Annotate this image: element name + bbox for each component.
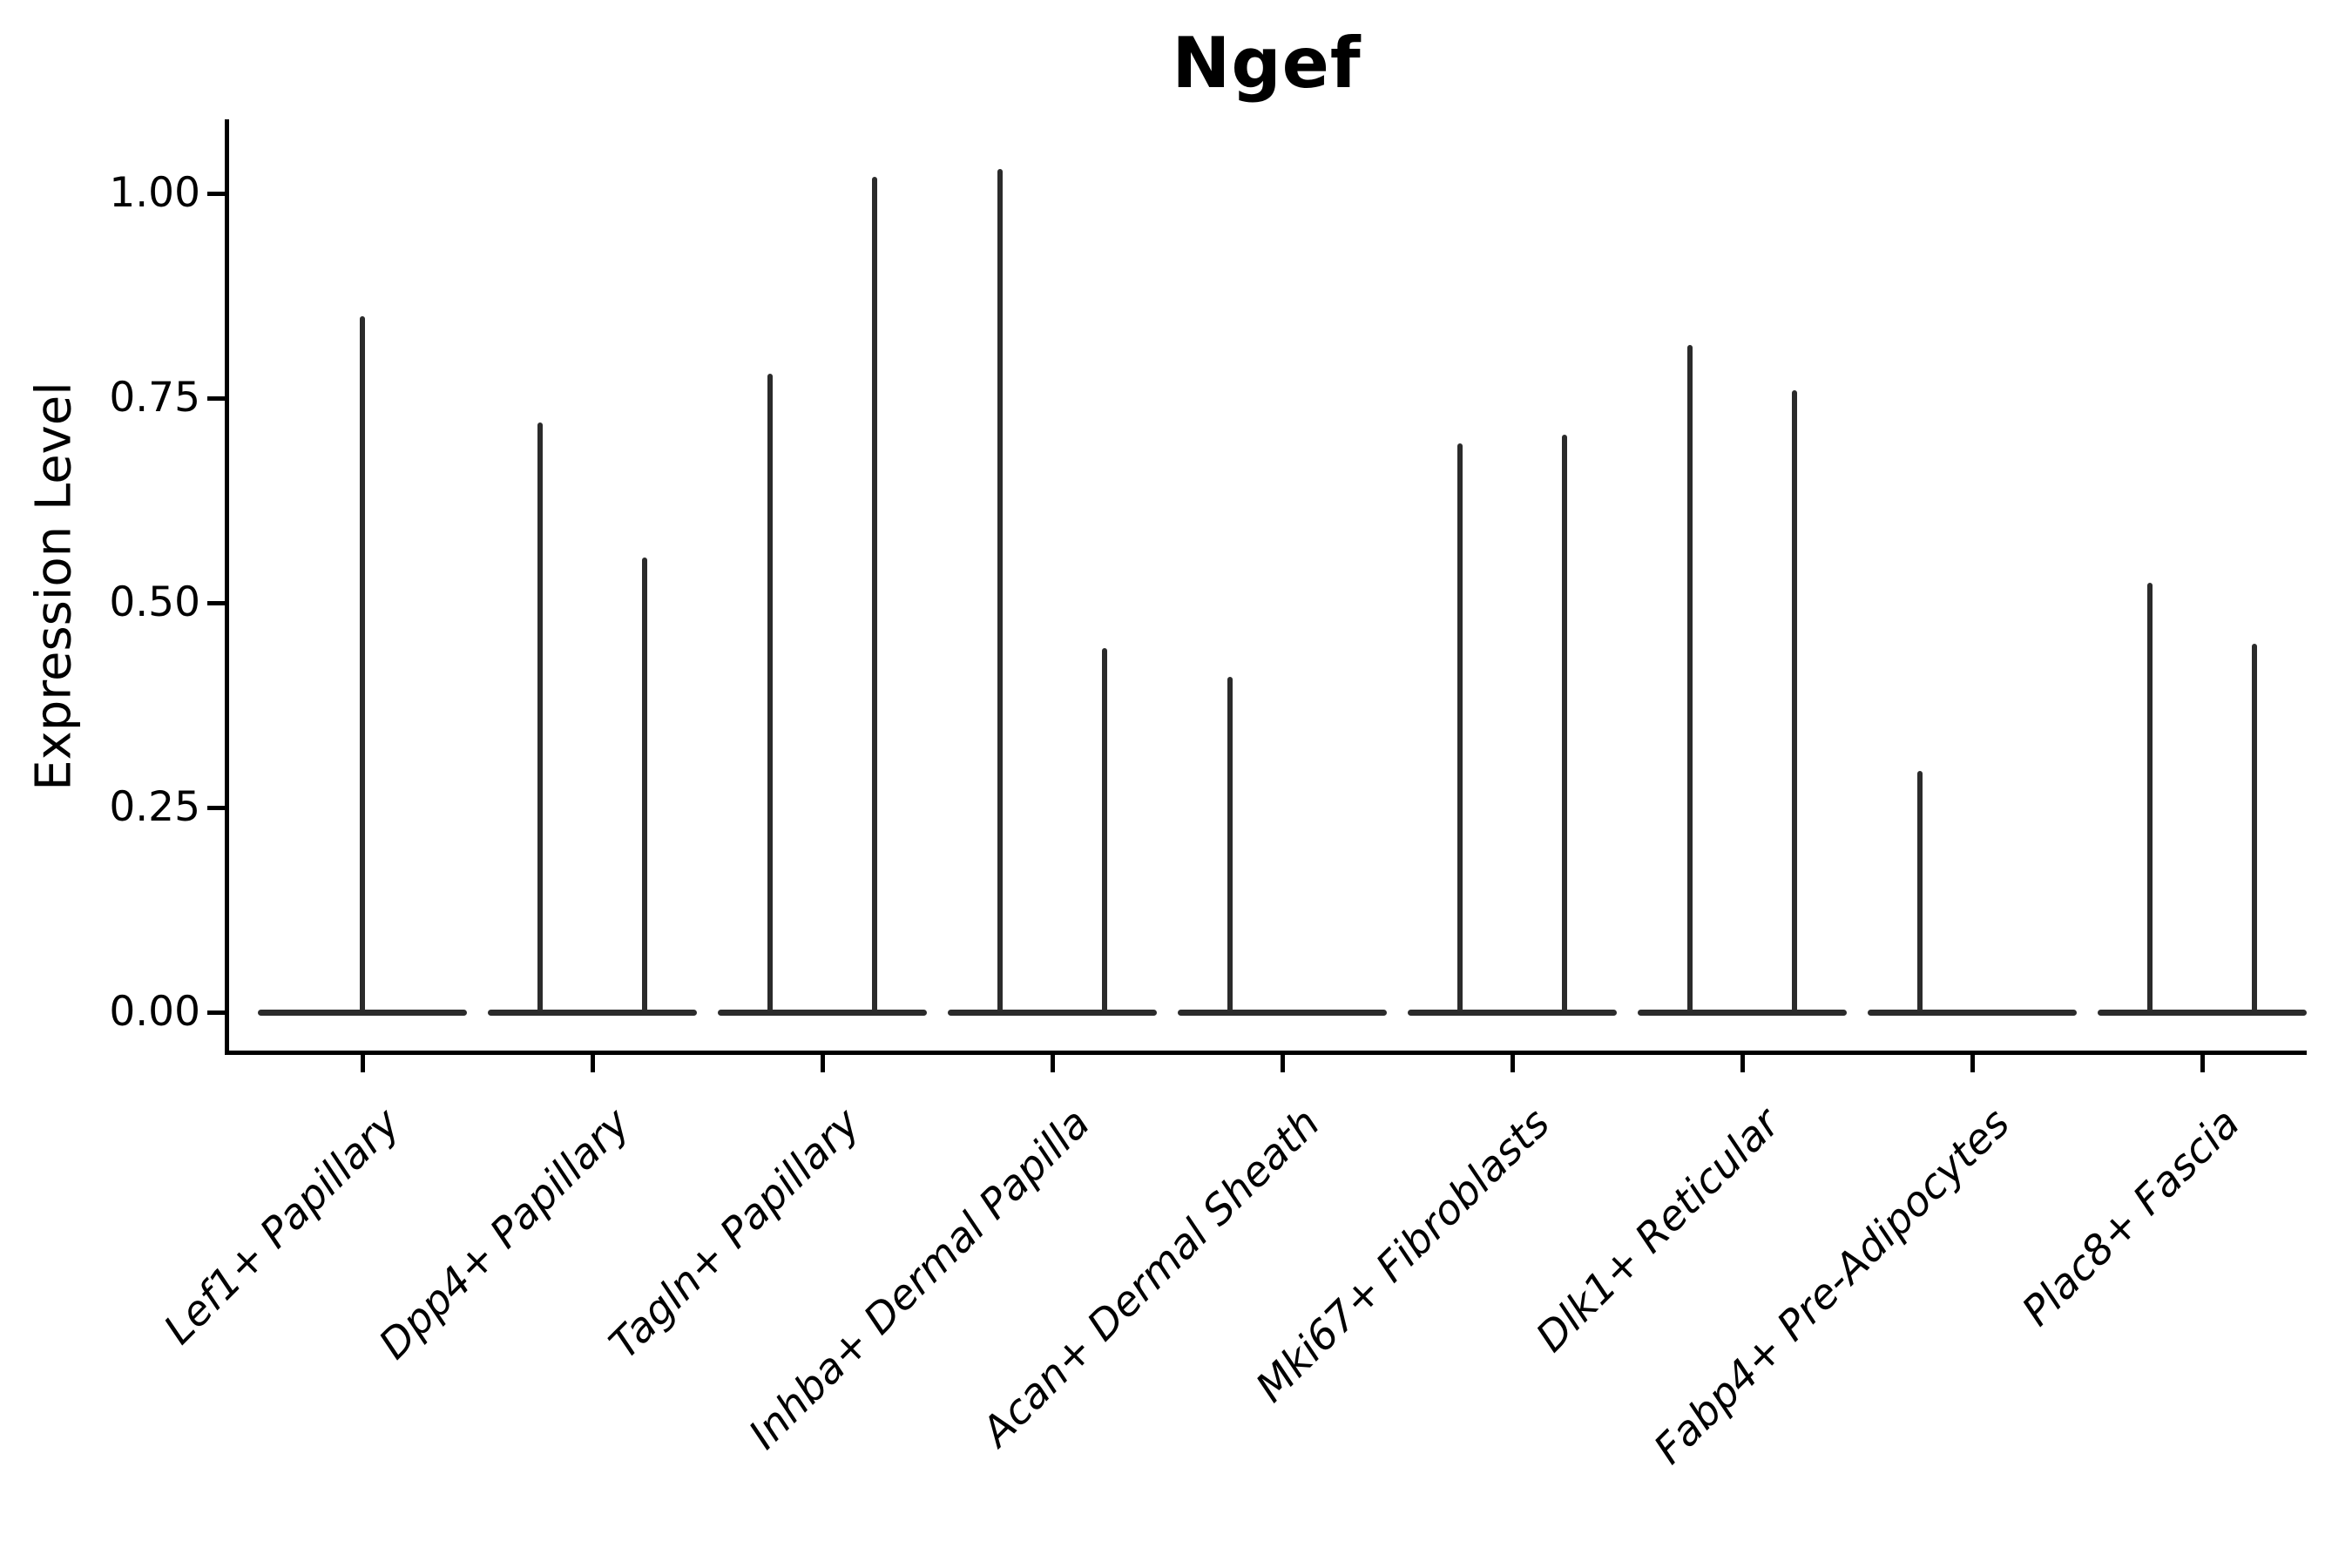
y-tick-label: 0.75 <box>109 374 200 422</box>
y-tick-mark <box>207 191 225 196</box>
violin-spike <box>1227 676 1233 1016</box>
violin-base <box>948 1009 1157 1016</box>
x-axis-spine <box>225 1051 2307 1055</box>
x-tick-mark <box>1280 1055 1285 1072</box>
violin-base <box>1868 1009 2077 1016</box>
violin-spike <box>1687 344 1693 1016</box>
violin-spike <box>2147 582 2153 1016</box>
violin-base <box>1638 1009 1847 1016</box>
violin-spike <box>360 316 365 1016</box>
violin-spike <box>1562 435 1567 1016</box>
x-tick-mark <box>1510 1055 1515 1072</box>
x-tick-mark <box>1740 1055 1745 1072</box>
y-tick-mark <box>207 600 225 605</box>
violin-spike <box>997 168 1003 1016</box>
y-tick-mark <box>207 805 225 810</box>
violin-spike <box>2252 644 2257 1016</box>
violin-spike <box>1457 443 1463 1016</box>
violin-base <box>1178 1009 1387 1016</box>
chart-title: Ngef <box>1172 23 1362 104</box>
y-tick-label: 0.00 <box>109 988 200 1036</box>
y-tick-mark <box>207 1010 225 1015</box>
violin-spike <box>767 373 773 1016</box>
y-tick-label: 0.50 <box>109 578 200 626</box>
violin-spike <box>1102 647 1107 1016</box>
x-tick-mark <box>1050 1055 1055 1072</box>
x-tick-mark <box>590 1055 595 1072</box>
violin-base <box>488 1009 697 1016</box>
x-tick-mark <box>820 1055 825 1072</box>
violin-base <box>2098 1009 2307 1016</box>
y-axis-spine <box>225 119 229 1053</box>
violin-spike <box>642 558 647 1016</box>
x-tick-label-text: Dpp4+ Papillary <box>369 1099 639 1369</box>
violin-spike <box>537 422 543 1016</box>
x-tick-mark <box>2200 1055 2205 1072</box>
y-tick-mark <box>207 395 225 401</box>
x-tick-label-text: Tagln+ Papillary <box>600 1099 869 1369</box>
y-tick-label: 0.25 <box>109 783 200 831</box>
violin-spike <box>1792 389 1797 1016</box>
x-tick-mark <box>1970 1055 1975 1072</box>
y-tick-label: 1.00 <box>109 169 200 217</box>
violin-spike <box>1917 770 1923 1016</box>
x-tick-mark <box>360 1055 365 1072</box>
x-tick-label-text: Plac8+ Fascia <box>2012 1099 2249 1336</box>
violin-spike <box>872 177 877 1016</box>
x-tick-label-text: Dlk1+ Reticular <box>1526 1099 1789 1362</box>
violin-base <box>718 1009 927 1016</box>
violin-base <box>1408 1009 1617 1016</box>
x-tick-label-text: Lef1+ Papillary <box>154 1099 409 1355</box>
